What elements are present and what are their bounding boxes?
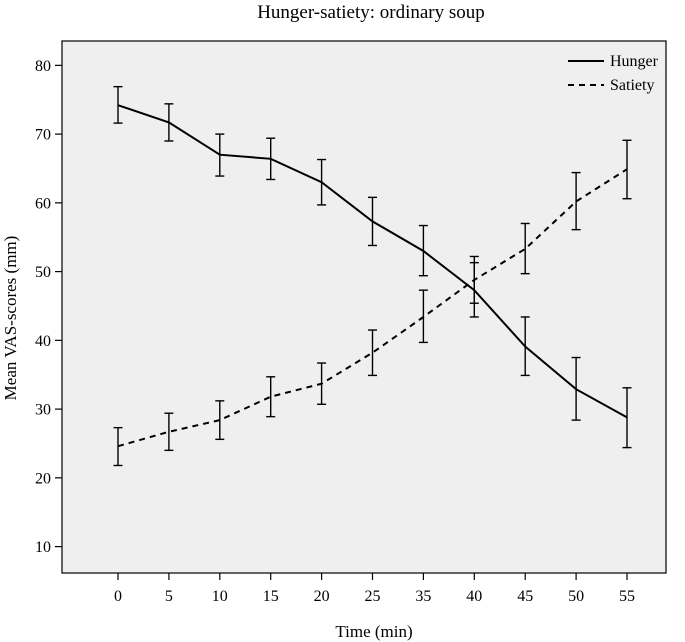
y-tick-label: 70: [35, 127, 51, 144]
y-axis: 10 20 30 40 50 60 70 80: [35, 58, 62, 556]
satiety-error-bar: [622, 139, 632, 200]
satiety-error-bar: [317, 362, 327, 405]
satiety-error-bar: [520, 222, 530, 275]
x-tick-label: 25: [365, 588, 381, 605]
x-axis: 0 5 10 15 20 25 35 40 45 50 55: [114, 573, 635, 605]
y-tick-label: 30: [35, 402, 51, 419]
x-tick-label: 40: [466, 588, 482, 605]
hunger-error-bar: [215, 133, 225, 177]
x-tick-label: 35: [415, 588, 431, 605]
hunger-error-bar: [520, 316, 530, 377]
plot-area: [61, 40, 667, 574]
satiety-error-bar: [469, 255, 479, 304]
satiety-error-bar: [266, 376, 276, 418]
x-tick-label: 10: [212, 588, 228, 605]
legend: Hunger Satiety: [568, 53, 659, 94]
hunger-error-bar: [571, 356, 581, 421]
hunger-error-bar: [622, 387, 632, 449]
satiety-error-bar: [215, 400, 225, 441]
hunger-error-bar: [164, 103, 174, 142]
y-tick-label: 40: [35, 333, 51, 350]
hunger-error-bar: [317, 158, 327, 206]
satiety-error-bar: [571, 171, 581, 231]
series-layer: [113, 85, 632, 467]
legend-label-satiety: Satiety: [610, 77, 654, 94]
x-tick-label: 50: [568, 588, 584, 605]
x-tick-label: 0: [114, 588, 122, 605]
y-tick-label: 20: [35, 470, 51, 487]
satiety-error-bar: [418, 289, 428, 344]
hunger-error-bar: [368, 196, 377, 247]
x-tick-label: 45: [517, 588, 533, 605]
y-tick-label: 60: [35, 195, 51, 212]
satiety-error-bar: [164, 412, 174, 452]
hunger-error-bar: [266, 137, 276, 181]
y-axis-label: Mean VAS-scores (mm): [1, 236, 20, 401]
x-tick-label: 5: [165, 588, 173, 605]
y-tick-label: 50: [35, 264, 51, 281]
x-tick-label: 55: [619, 588, 635, 605]
x-axis-label: Time (min): [335, 622, 412, 641]
satiety-error-bar: [113, 426, 123, 467]
satiety-error-bar: [368, 329, 377, 377]
legend-label-hunger: Hunger: [610, 53, 659, 70]
legend-item-hunger: Hunger: [568, 53, 659, 70]
chart-title: Hunger-satiety: ordinary soup: [257, 2, 485, 23]
series-satiety: [113, 139, 632, 467]
legend-item-satiety: Satiety: [568, 77, 654, 94]
x-tick-label: 15: [263, 588, 279, 605]
x-tick-label: 20: [314, 588, 330, 605]
series-hunger: [113, 85, 632, 449]
y-tick-label: 80: [35, 58, 51, 75]
hunger-error-bar: [113, 85, 123, 124]
hunger-error-bar: [418, 224, 428, 277]
y-tick-label: 10: [35, 539, 51, 556]
